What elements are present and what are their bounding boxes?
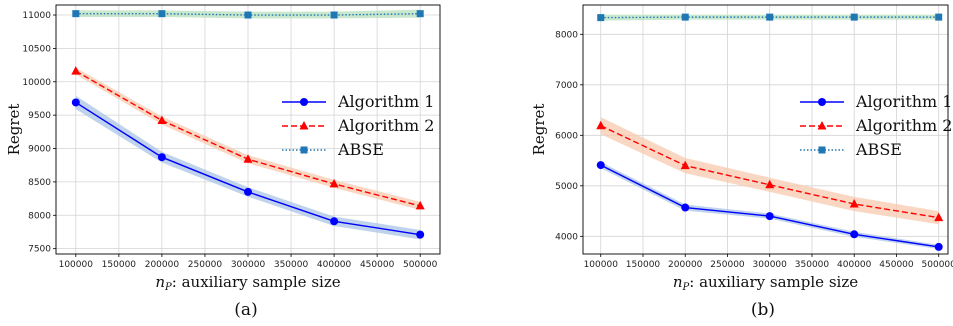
y-tick-label: 11000 [22, 11, 51, 21]
x-tick-label: 450000 [879, 260, 914, 270]
data-point [244, 11, 252, 19]
x-tick-label: 100000 [59, 260, 94, 270]
y-axis-label: Regret [530, 104, 548, 156]
panel-caption: (a) [234, 300, 257, 320]
data-point [329, 178, 339, 188]
series-algorithm-1 [596, 161, 943, 251]
x-tick-label: 350000 [274, 260, 309, 270]
y-tick-label: 8000 [28, 211, 51, 221]
legend: Algorithm 1 Algorithm 2 ABSE [282, 92, 434, 159]
x-tick-label: 450000 [360, 260, 395, 270]
data-point [765, 179, 775, 189]
x-tick-label: 250000 [188, 260, 223, 270]
grid-lines [56, 5, 440, 254]
data-point [765, 212, 774, 221]
y-tick-label: 6000 [555, 131, 578, 141]
data-point [766, 13, 774, 21]
data-point [71, 98, 80, 107]
series-abse [597, 13, 943, 22]
panel-caption: (b) [751, 300, 775, 320]
series-algorithm-1 [71, 98, 425, 239]
axes-frame [582, 4, 949, 255]
x-tick-label: 150000 [102, 260, 137, 270]
data-point [299, 121, 309, 130]
band-algorithm-2 [75, 67, 421, 210]
y-tick-label: 8000 [555, 30, 578, 40]
y-tick-label: 8500 [28, 178, 51, 188]
data-point [597, 14, 605, 22]
series-algorithm-2 [71, 66, 425, 210]
data-point [818, 98, 826, 106]
data-point [596, 120, 606, 130]
data-point [680, 160, 690, 170]
x-tick-label: 500000 [922, 260, 953, 270]
x-tick-label: 200000 [145, 260, 180, 270]
data-point [681, 13, 689, 21]
data-point [818, 146, 826, 154]
legend-label: ABSE [855, 140, 902, 159]
x-tick-label: 300000 [231, 260, 266, 270]
y-tick-label: 4000 [555, 232, 578, 242]
data-point [71, 66, 81, 75]
x-axis-label: nP: auxiliary sample size [155, 273, 340, 293]
series-algorithm-2 [596, 120, 944, 222]
data-point [416, 230, 425, 239]
chart-panel-b: 4000 5000 6000 7000 8000 100000 150000 200000 25… [530, 4, 953, 320]
data-point [850, 13, 858, 21]
data-point [330, 11, 338, 19]
x-tick-label: 250000 [710, 260, 745, 270]
legend-label: Algorithm 2 [337, 116, 434, 135]
data-point [850, 230, 859, 239]
data-point [681, 203, 690, 212]
x-tick-label: 100000 [584, 260, 619, 270]
data-point [415, 200, 425, 210]
x-axis-label: nP: auxiliary sample size [673, 273, 858, 293]
data-point [935, 13, 943, 21]
data-point [934, 212, 944, 222]
legend: Algorithm 1 Algorithm 2 ABSE [800, 92, 952, 159]
series-abse [72, 10, 424, 19]
data-point [244, 187, 252, 196]
band-algorithm-1 [600, 162, 939, 249]
x-tick-label: 500000 [403, 260, 438, 270]
y-tick-label: 7500 [28, 245, 51, 255]
data-point [158, 10, 166, 18]
legend-label: ABSE [337, 140, 384, 159]
x-tick-label: 350000 [795, 260, 830, 270]
y-axis-label: Regret [5, 104, 23, 156]
data-point [300, 146, 308, 154]
chart-panel-a: 7500 8000 8500 9000 9500 10000 10500 11000 10000… [5, 4, 441, 320]
y-tick-label: 5000 [555, 182, 578, 192]
y-tick-label: 9500 [28, 111, 51, 121]
y-tick-label: 10000 [22, 78, 51, 88]
data-point [300, 98, 308, 106]
axes-frame [55, 4, 441, 255]
x-tick-label: 150000 [626, 260, 661, 270]
data-point [72, 10, 80, 18]
data-point [243, 154, 253, 163]
data-point [157, 115, 167, 124]
data-point [416, 10, 424, 18]
data-point [817, 121, 827, 130]
y-tick-label: 10500 [22, 44, 51, 54]
data-point [330, 217, 339, 226]
data-point [849, 198, 859, 208]
y-tick-label: 7000 [555, 81, 578, 91]
band-algorithm-1 [75, 95, 421, 240]
y-tick-label: 9000 [28, 145, 51, 155]
x-tick-label: 400000 [317, 260, 352, 270]
x-tick-label: 200000 [668, 260, 703, 270]
data-point [596, 161, 605, 170]
x-tick-label: 300000 [753, 260, 788, 270]
legend-label: Algorithm 2 [855, 116, 952, 135]
grid-lines [583, 5, 948, 254]
legend-label: Algorithm 1 [337, 92, 434, 111]
x-tick-label: 400000 [837, 260, 872, 270]
data-point [934, 242, 943, 251]
legend-label: Algorithm 1 [855, 92, 952, 111]
band-algorithm-2 [600, 117, 939, 225]
data-point [157, 153, 166, 162]
